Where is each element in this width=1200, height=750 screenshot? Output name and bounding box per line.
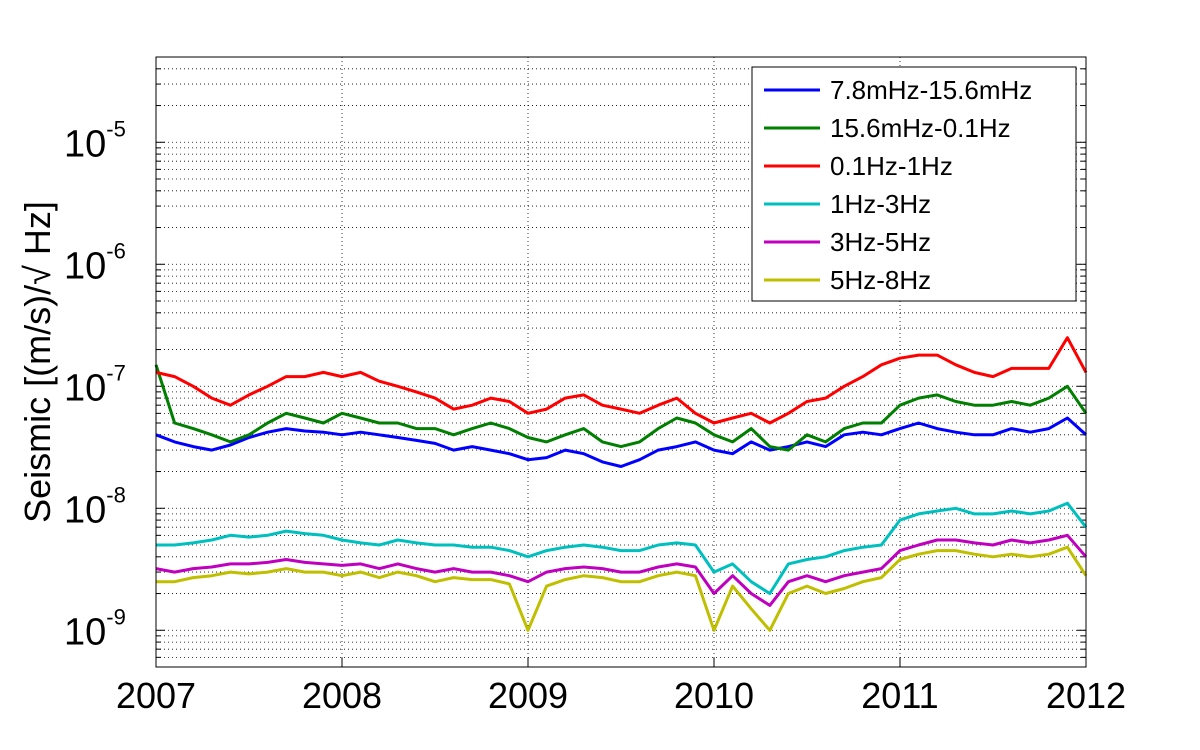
legend: 7.8mHz-15.6mHz 15.6mHz-0.1Hz 0.1Hz-1Hz 1Hz-… — [751, 66, 1077, 302]
y-tick-label: 10-6 — [64, 238, 126, 287]
y-tick-label: 10-5 — [64, 116, 126, 165]
legend-box — [751, 66, 1077, 302]
y-axis: 10-9 10-8 10-7 10-6 10-5 — [64, 116, 126, 653]
legend-label: 1Hz-3Hz — [830, 189, 931, 219]
x-tick-label: 2010 — [674, 675, 754, 716]
x-tick-label: 2011 — [861, 675, 938, 716]
series-line-4 — [156, 501, 1088, 595]
series-line-6 — [156, 545, 1088, 632]
y-tick-label: 10-7 — [64, 360, 126, 409]
y-tick-label: 10-8 — [64, 482, 126, 531]
series-line-3 — [155, 336, 1088, 425]
series-line-2 — [154, 364, 1088, 452]
legend-label: 3Hz-5Hz — [830, 227, 931, 257]
x-tick-label: 2007 — [116, 675, 196, 716]
plot-frame — [155, 56, 1087, 668]
x-axis: 2007 2008 2009 2010 2011 2012 — [116, 658, 1126, 716]
legend-label: 15.6mHz-0.1Hz — [830, 113, 1011, 143]
y-tick-label: 10-9 — [64, 604, 126, 653]
y-axis-label: Seismic [(m/s)/√ Hz] — [17, 201, 58, 523]
series-line-5 — [155, 533, 1088, 607]
legend-label: 5Hz-8Hz — [830, 265, 931, 295]
series-line-1 — [155, 416, 1088, 468]
x-tick-label: 2009 — [488, 675, 568, 716]
legend-label: 0.1Hz-1Hz — [830, 151, 953, 181]
series-layer — [154, 336, 1088, 632]
x-tick-label: 2008 — [302, 675, 382, 716]
legend-label: 7.8mHz-15.6mHz — [830, 75, 1032, 105]
x-tick-label: 2012 — [1046, 675, 1126, 716]
